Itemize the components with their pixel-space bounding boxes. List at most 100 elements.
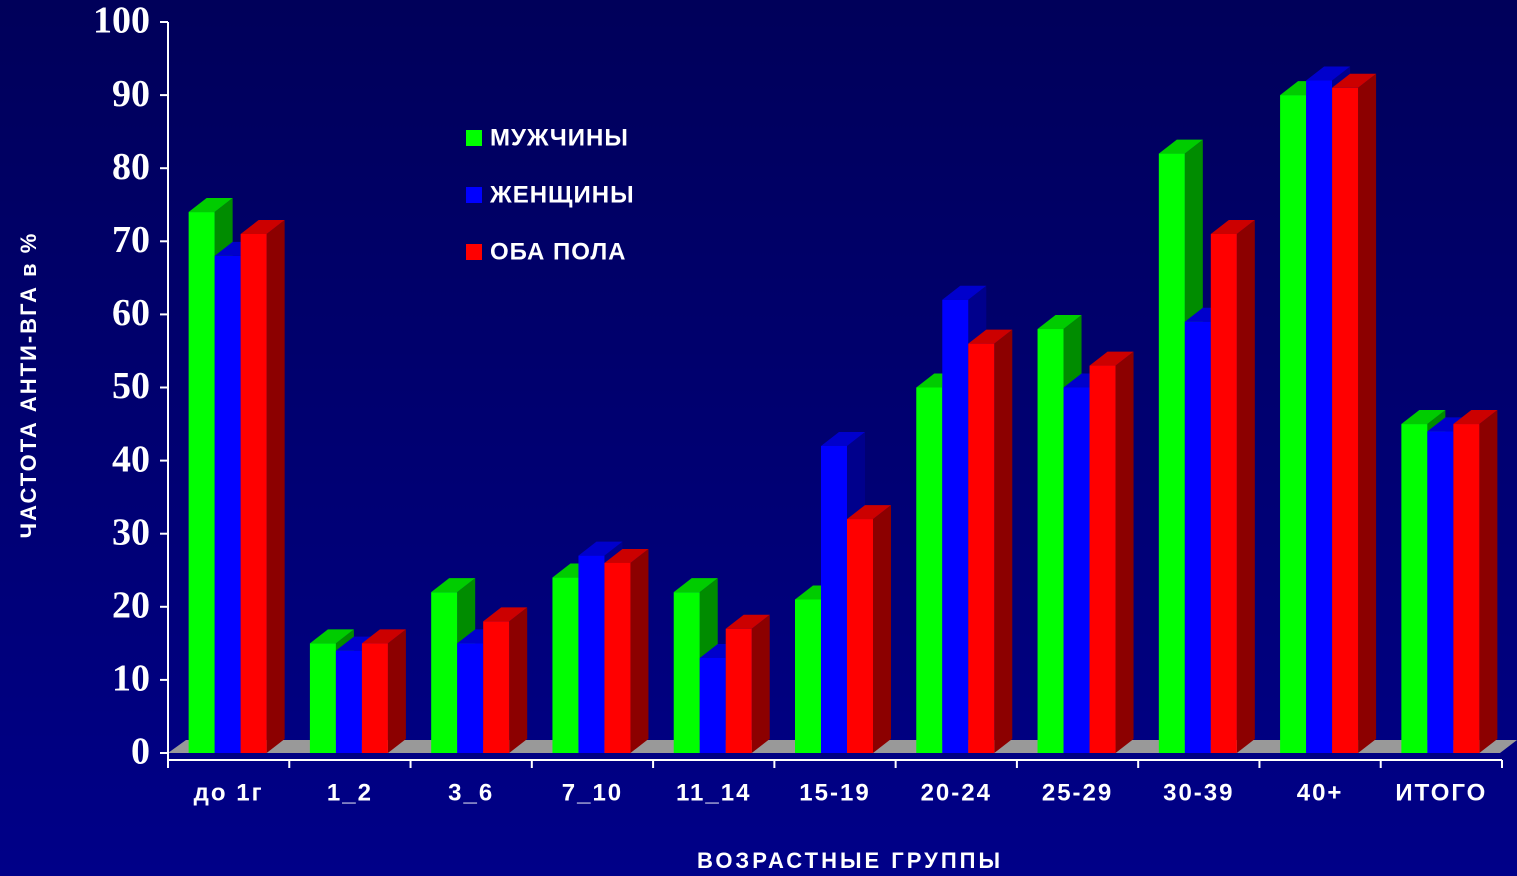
bar (1332, 73, 1377, 754)
bar-front (483, 621, 510, 753)
bar-side (387, 629, 406, 753)
bar (361, 629, 406, 753)
bar-top (1037, 315, 1082, 330)
legend-label: МУЖЧИНЫ (490, 124, 629, 151)
legend-swatch (466, 187, 482, 203)
bar-front (1401, 424, 1428, 753)
bar-front (821, 445, 847, 753)
y-tick-label: 0 (131, 731, 150, 773)
bar-front (725, 628, 752, 753)
y-tick-label: 20 (112, 585, 150, 627)
bar-top (1401, 410, 1446, 425)
bar-side (751, 614, 770, 753)
bar-front (240, 233, 267, 754)
y-tick-label: 100 (93, 0, 150, 42)
bar-top (1453, 410, 1498, 425)
bar-top (968, 329, 1013, 344)
bar-top (1158, 139, 1203, 154)
bar-front (1037, 329, 1064, 753)
bar-front (673, 592, 700, 753)
bar-front (1089, 365, 1116, 753)
bar-front (578, 555, 605, 753)
bar-front (457, 643, 484, 753)
x-tick-label: 30-39 (1163, 779, 1234, 806)
bar (1453, 410, 1498, 753)
bar-top (847, 505, 891, 520)
bar-top (1306, 66, 1351, 81)
y-tick-label: 30 (112, 511, 150, 553)
bar (604, 548, 649, 753)
bar (483, 607, 528, 753)
x-tick-label: 15-19 (799, 779, 870, 806)
x-tick-label: 20-24 (921, 779, 992, 806)
x-tick-label: 3_6 (448, 779, 494, 806)
bar (1210, 219, 1255, 754)
x-tick-label: 11_14 (676, 779, 751, 806)
x-tick-label: 40+ (1297, 779, 1344, 806)
bar-side (630, 548, 649, 753)
bar-top (431, 578, 476, 593)
bar-top (309, 629, 354, 644)
bar-top (821, 431, 865, 446)
x-axis-title: ВОЗРАСТНЫЕ ГРУППЫ (697, 848, 1003, 873)
bar-front (1210, 233, 1237, 754)
y-tick-label: 70 (112, 219, 150, 261)
x-tick-label: ИТОГО (1395, 779, 1487, 806)
bar-side (1115, 351, 1134, 753)
bar (725, 614, 770, 753)
y-tick-label: 90 (112, 73, 150, 115)
bar-front (1332, 87, 1359, 754)
y-tick-label: 40 (112, 438, 150, 480)
x-tick-label: 25-29 (1042, 779, 1113, 806)
bar-side (1479, 410, 1498, 753)
bar-top (1210, 219, 1255, 234)
bar-front (1184, 321, 1211, 753)
bar-side (509, 607, 528, 753)
y-axis-title: ЧАСТОТА АНТИ-ВГА в % (16, 232, 41, 539)
bar-front (1453, 424, 1480, 753)
bar-front (1063, 387, 1090, 753)
bar-top (483, 607, 528, 622)
legend-label: ЖЕНЩИНЫ (489, 181, 635, 208)
bar (240, 219, 285, 754)
bar-side (1236, 219, 1255, 754)
bar-side (873, 505, 891, 753)
y-tick-label: 50 (112, 365, 150, 407)
bar-top (578, 541, 623, 556)
bar (968, 329, 1013, 753)
bar-front (604, 562, 631, 753)
bar-top (725, 614, 770, 629)
y-tick-label: 80 (112, 146, 150, 188)
x-tick-label: 7_10 (562, 779, 623, 806)
bar-top (604, 548, 649, 563)
bar-top (1332, 73, 1377, 88)
x-tick-label: до 1г (194, 779, 264, 806)
legend-swatch (466, 130, 482, 146)
bar-front (795, 599, 821, 753)
legend-swatch (466, 244, 482, 260)
bar-top (188, 198, 233, 213)
bar-front (699, 657, 726, 753)
bar-front (309, 643, 336, 753)
bar-front (847, 519, 873, 753)
bar (847, 505, 891, 753)
bar-front (1280, 95, 1307, 754)
bar-front (916, 387, 943, 753)
bar-side (994, 329, 1013, 753)
bar-top (361, 629, 406, 644)
bar-side (1358, 73, 1377, 754)
bar-front (1158, 153, 1185, 753)
bar-front (188, 212, 215, 753)
bar-top (942, 285, 987, 300)
y-tick-label: 60 (112, 292, 150, 334)
bar-front (1427, 431, 1454, 753)
bar-front (431, 592, 458, 753)
bar-front (968, 343, 995, 753)
bar-front (552, 577, 579, 753)
bar-top (1089, 351, 1134, 366)
legend-label: ОБА ПОЛА (490, 238, 627, 265)
bar-front (335, 650, 362, 753)
y-tick-label: 10 (112, 658, 150, 700)
bar-side (266, 219, 285, 754)
